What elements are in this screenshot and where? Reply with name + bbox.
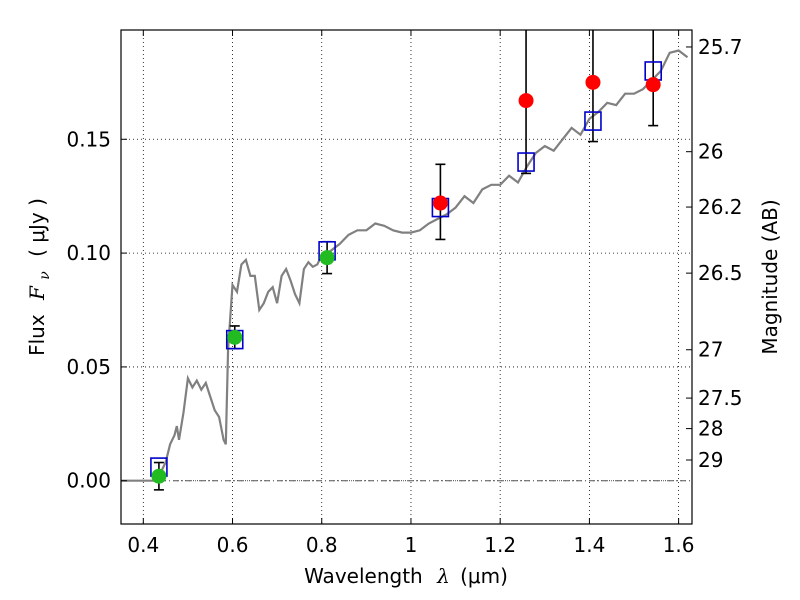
model-flux-box <box>517 152 535 172</box>
y-tick-label: 0.05 <box>66 355 111 379</box>
y-tick-label: 0.00 <box>66 469 111 493</box>
y-tick-label: 0.10 <box>66 241 111 265</box>
red-point <box>518 93 534 109</box>
x-axis-ticks: 0.4 0.6 0.8 1 1.2 1.4 1.6 <box>127 30 695 557</box>
green-point <box>151 468 167 484</box>
error-bars <box>153 30 659 491</box>
x-axis-label: Wavelength λ (μm) <box>304 564 508 588</box>
mag-tick-label: 25.7 <box>698 35 743 59</box>
x-tick-label: 1.6 <box>663 533 695 557</box>
red-point <box>432 195 448 211</box>
mag-tick-label: 27 <box>698 338 723 362</box>
observed-points <box>151 74 661 484</box>
mag-tick-label: 27.5 <box>698 386 743 410</box>
x-tick-label: 1.4 <box>573 533 605 557</box>
mag-tick-label: 26.2 <box>698 195 743 219</box>
model-spectrum <box>121 49 689 482</box>
mag-tick-label: 29 <box>698 448 723 472</box>
y-axis-ticks: 0.00 0.05 0.10 0.15 <box>66 127 127 493</box>
x-tick-label: 0.8 <box>306 533 338 557</box>
magnitude-axis-ticks: 25.7 26 26.2 26.5 27 27.5 28 29 <box>686 35 743 472</box>
plot-frame <box>120 29 693 525</box>
y-tick-label: 0.15 <box>66 127 111 151</box>
x-tick-label: 1.2 <box>484 533 516 557</box>
mag-tick-label: 26.5 <box>698 261 743 285</box>
red-point <box>645 77 661 93</box>
x-tick-label: 0.4 <box>127 533 159 557</box>
mag-tick-label: 28 <box>698 417 723 441</box>
model-spectrum-line <box>121 49 689 482</box>
green-point <box>319 250 335 266</box>
y-axis-label: Flux F ν ( μJy ) <box>25 198 54 356</box>
model-flux-box <box>584 111 602 131</box>
green-point <box>227 329 243 345</box>
x-tick-label: 1 <box>405 533 418 557</box>
red-point <box>585 74 601 90</box>
x-tick-label: 0.6 <box>217 533 249 557</box>
mag-tick-label: 26 <box>698 140 723 164</box>
magnitude-axis-label: Magnitude (AB) <box>758 199 782 354</box>
